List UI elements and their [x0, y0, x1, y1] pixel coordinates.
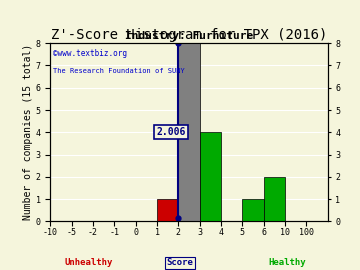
Text: ©www.textbiz.org: ©www.textbiz.org	[53, 49, 127, 58]
Bar	[264, 177, 285, 221]
Text: The Research Foundation of SUNY: The Research Foundation of SUNY	[53, 68, 185, 74]
Bar	[200, 132, 221, 221]
Text: Unhealthy: Unhealthy	[65, 258, 113, 267]
Bar	[157, 199, 178, 221]
Bar	[178, 43, 200, 221]
Text: 2.006: 2.006	[156, 127, 186, 137]
Text: Score: Score	[167, 258, 193, 267]
Text: Healthy: Healthy	[268, 258, 306, 267]
Bar	[242, 199, 264, 221]
Y-axis label: Number of companies (15 total): Number of companies (15 total)	[23, 44, 33, 220]
Title: Z'-Score Histogram for TPX (2016): Z'-Score Histogram for TPX (2016)	[51, 28, 327, 42]
Text: Industry: Furniture: Industry: Furniture	[125, 31, 253, 41]
